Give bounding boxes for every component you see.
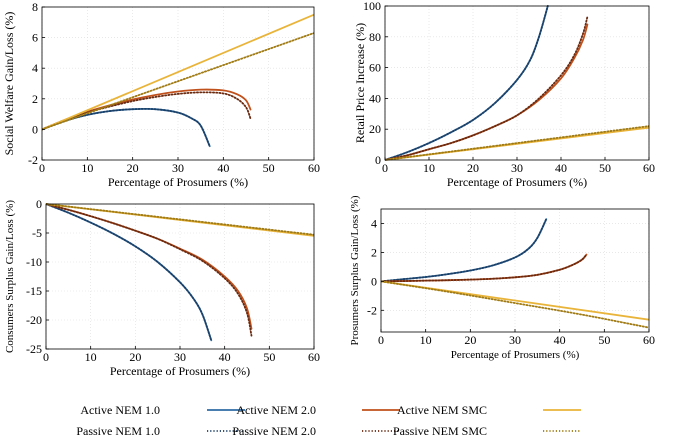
x-tick-label: 20 xyxy=(464,333,476,347)
series-line-passive-nem-1-0 xyxy=(381,218,548,283)
x-tick-label: 20 xyxy=(467,161,479,175)
x-tick-label: 0 xyxy=(43,350,49,364)
x-tick-label: 10 xyxy=(81,161,93,175)
x-tick-label: 20 xyxy=(127,161,139,175)
x-tick-label: 0 xyxy=(378,333,384,347)
y-tick-label: -5 xyxy=(32,226,42,240)
series-group xyxy=(42,13,314,148)
chart-3: 0 10 20 30 40 50 60 -25 -20 -15 -10 -5 0 Percentage o… xyxy=(4,197,320,378)
x-tick-label: 10 xyxy=(420,333,432,347)
legend-item: Active NEM 2.0 xyxy=(236,403,400,417)
series-line-passive-nem-2-0 xyxy=(42,91,252,131)
y-tick-label: -10 xyxy=(26,255,42,269)
y-tick-label: 8 xyxy=(32,0,38,14)
series-group xyxy=(381,218,649,329)
y-tick-label: 4 xyxy=(371,216,377,230)
series-line-passive-nem-1-0 xyxy=(46,203,213,342)
x-axis-label: Percentage of Prosumers (%) xyxy=(451,349,580,361)
x-tick-label: 60 xyxy=(308,350,320,364)
y-tick-label: 40 xyxy=(369,91,381,105)
y-tick-label: -2 xyxy=(367,303,377,317)
y-axis-label: Retail Price Increase (%) xyxy=(353,23,367,143)
series-line-passive-nem-2-0 xyxy=(46,203,253,337)
legend-label: Passive NEM 1.0 xyxy=(76,424,160,438)
y-tick-label: 20 xyxy=(369,122,381,136)
legend-item: Passive NEM 1.0 xyxy=(76,424,245,438)
y-tick-label: 0 xyxy=(32,122,38,136)
legend-item: Active NEM SMC xyxy=(397,403,581,417)
series-line-passive-nem-smc xyxy=(385,125,649,161)
y-tick-label: 2 xyxy=(32,92,38,106)
y-tick-label: 2 xyxy=(371,245,377,259)
series-line-passive-nem-smc xyxy=(42,32,314,131)
series-line-passive-nem-2-0 xyxy=(385,15,589,161)
y-tick-label: 80 xyxy=(369,30,381,44)
x-axis-label: Percentage of Prosumers (%) xyxy=(447,175,587,189)
x-tick-label: 0 xyxy=(39,161,45,175)
series-line-passive-nem-smc xyxy=(381,280,649,329)
legend-item: Passive NEM 2.0 xyxy=(232,424,400,438)
series-line-active-nem-smc xyxy=(42,13,314,131)
legend-label: Active NEM 1.0 xyxy=(80,403,160,417)
x-tick-label: 40 xyxy=(217,161,229,175)
x-tick-label: 40 xyxy=(555,161,567,175)
x-tick-label: 60 xyxy=(643,333,655,347)
y-tick-label: 4 xyxy=(32,61,38,75)
chart-4: 0 10 20 30 40 50 60 -2 0 2 4 Percentage of Prosumer… xyxy=(349,195,655,361)
legend-label: Active NEM 2.0 xyxy=(236,403,316,417)
x-axis-label: Percentage of Prosumers (%) xyxy=(110,364,250,378)
x-tick-label: 40 xyxy=(219,350,231,364)
y-axis-label: Prosumers Surplus Gain/Loss (%) xyxy=(349,195,361,345)
y-tick-label: -2 xyxy=(28,153,38,167)
legend-item: Passive NEM SMC xyxy=(393,424,581,438)
x-tick-label: 60 xyxy=(308,161,320,175)
plot-frame xyxy=(41,6,315,161)
y-tick-label: 0 xyxy=(375,153,381,167)
y-axis-label: Consumers Surplus Gain/Loss (%) xyxy=(4,200,16,353)
legend-label: Active NEM SMC xyxy=(397,403,487,417)
x-tick-label: 50 xyxy=(263,350,275,364)
y-tick-label: -15 xyxy=(26,284,42,298)
x-tick-label: 30 xyxy=(174,350,186,364)
series-line-passive-nem-1-0 xyxy=(42,107,211,148)
x-tick-label: 10 xyxy=(85,350,97,364)
series-group xyxy=(385,5,649,161)
y-tick-label: 0 xyxy=(36,197,42,211)
legend-label: Passive NEM SMC xyxy=(393,424,487,438)
x-tick-label: 30 xyxy=(509,333,521,347)
legend-label: Passive NEM 2.0 xyxy=(232,424,316,438)
plot-frame xyxy=(384,5,650,161)
y-tick-label: 0 xyxy=(371,274,377,288)
x-tick-label: 0 xyxy=(382,161,388,175)
series-line-passive-nem-smc xyxy=(46,203,314,236)
legend: Active NEM 1.0 Active NEM 2.0 Active NEM S… xyxy=(76,403,581,438)
x-axis-label: Percentage of Prosumers (%) xyxy=(108,175,248,189)
x-tick-label: 40 xyxy=(554,333,566,347)
series-line-active-nem-2-0 xyxy=(42,88,252,131)
x-tick-label: 60 xyxy=(643,161,655,175)
y-tick-label: 60 xyxy=(369,61,381,75)
y-axis-label: Social Welfare Gain/Loss (%) xyxy=(2,12,16,156)
chart-2: 0 10 20 30 40 50 60 0 20 40 60 80 100 Percentage of P… xyxy=(353,0,655,189)
series-line-passive-nem-1-0 xyxy=(385,5,549,161)
x-tick-label: 10 xyxy=(423,161,435,175)
y-tick-label: 100 xyxy=(363,0,381,13)
x-tick-label: 50 xyxy=(598,333,610,347)
y-tick-label: -20 xyxy=(26,313,42,327)
x-tick-label: 30 xyxy=(511,161,523,175)
series-group xyxy=(46,203,314,342)
series-line-active-nem-2-0 xyxy=(46,203,253,330)
x-tick-label: 20 xyxy=(129,350,141,364)
y-tick-label: 6 xyxy=(32,31,38,45)
x-tick-label: 50 xyxy=(599,161,611,175)
x-tick-label: 50 xyxy=(263,161,275,175)
series-line-passive-nem-2-0 xyxy=(381,253,588,283)
legend-item: Active NEM 1.0 xyxy=(80,403,245,417)
x-tick-label: 30 xyxy=(172,161,184,175)
y-tick-label: -25 xyxy=(26,342,42,356)
